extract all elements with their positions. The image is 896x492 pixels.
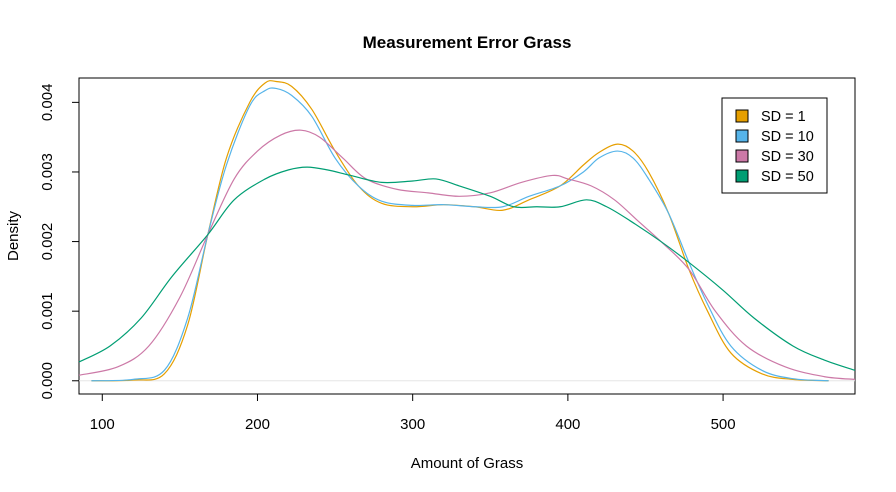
y-axis: 0.000 0.001 0.002 0.003 0.004	[39, 84, 79, 400]
x-tick-label: 500	[711, 416, 736, 433]
x-tick-label: 300	[400, 416, 425, 433]
legend-label: SD = 30	[761, 149, 814, 165]
x-axis: 100 200 300 400 500	[90, 394, 736, 433]
series-line-2	[91, 87, 829, 382]
legend-swatch	[735, 109, 749, 123]
series-line-3	[78, 129, 856, 380]
legend: SD = 1 SD = 10 SD = 30 SD = 50	[721, 97, 828, 194]
x-tick-label: 200	[245, 416, 270, 433]
legend-label: SD = 50	[761, 169, 814, 185]
y-tick-label: 0.001	[39, 292, 56, 330]
legend-swatch	[735, 169, 749, 183]
series-line-4	[78, 166, 856, 371]
y-tick-label: 0.004	[39, 84, 56, 122]
legend-swatch	[735, 129, 749, 143]
plot-frame	[78, 77, 856, 395]
x-tick-label: 100	[90, 416, 115, 433]
x-axis-label: Amount of Grass	[411, 455, 524, 472]
legend-label: SD = 1	[761, 109, 806, 125]
y-tick-label: 0.000	[39, 362, 56, 400]
y-tick-label: 0.003	[39, 153, 56, 191]
density-curves	[78, 80, 856, 382]
x-tick-label: 400	[555, 416, 580, 433]
series-line-1	[91, 80, 829, 382]
chart-title: Measurement Error Grass	[363, 33, 572, 52]
legend-label: SD = 10	[761, 129, 814, 145]
y-tick-label: 0.002	[39, 223, 56, 261]
y-axis-label: Density	[5, 210, 22, 261]
legend-swatch	[735, 149, 749, 163]
